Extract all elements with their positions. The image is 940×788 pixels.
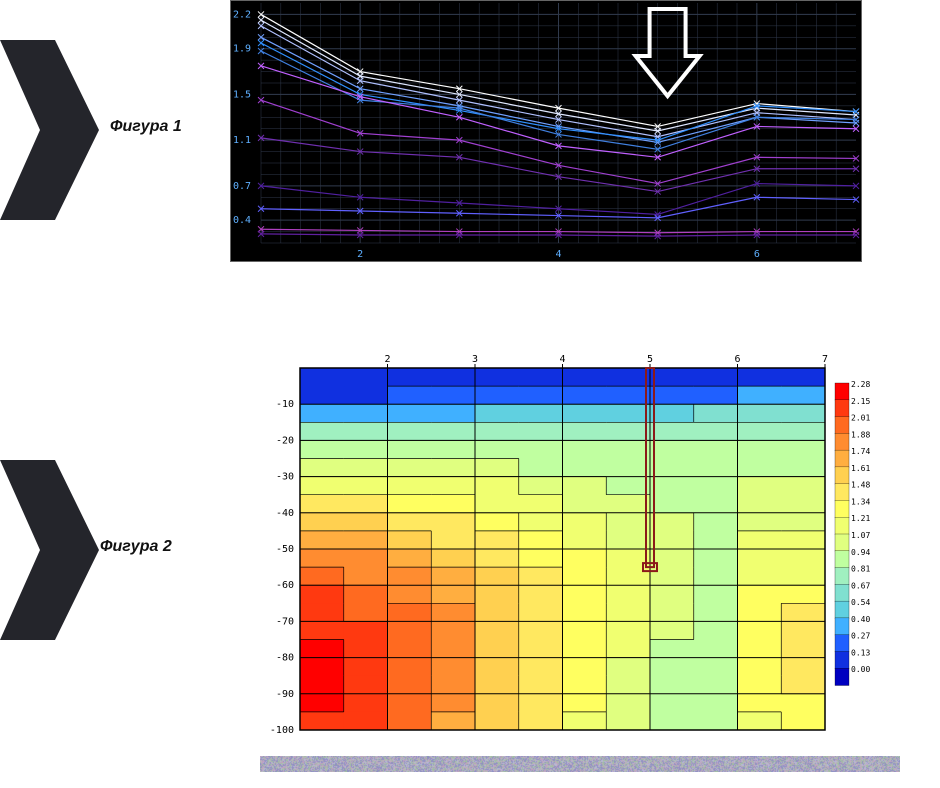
marker-1 [0,40,100,220]
svg-text:-90: -90 [276,689,294,700]
svg-text:7: 7 [822,354,828,365]
svg-text:-60: -60 [276,580,294,591]
svg-text:0.13: 0.13 [851,648,870,657]
svg-text:1.61: 1.61 [851,464,870,473]
svg-text:0.7: 0.7 [233,181,251,192]
svg-text:-70: -70 [276,616,294,627]
svg-text:1.5: 1.5 [233,89,251,100]
svg-text:3: 3 [472,354,478,365]
svg-text:-10: -10 [276,399,294,410]
svg-text:-40: -40 [276,508,294,519]
svg-text:0.4: 0.4 [233,215,251,226]
svg-text:1.1: 1.1 [233,135,251,146]
marker-2 [0,460,100,640]
svg-text:1.34: 1.34 [851,497,870,506]
figure-1-label: Фигура 1 [110,118,182,136]
svg-text:1.48: 1.48 [851,481,870,490]
page: Фигура 1 2460.40.71.11.51.92.2 Фигура 2 … [0,0,940,788]
svg-text:1.88: 1.88 [851,430,870,439]
svg-text:6: 6 [734,354,740,365]
noise-bar [260,756,900,772]
svg-text:4: 4 [555,249,561,260]
svg-text:0.94: 0.94 [851,548,870,557]
svg-text:-100: -100 [270,725,294,735]
svg-text:2: 2 [357,249,363,260]
svg-text:1.21: 1.21 [851,514,870,523]
svg-text:4: 4 [559,354,565,365]
svg-text:6: 6 [754,249,760,260]
svg-text:-30: -30 [276,472,294,483]
svg-text:1.9: 1.9 [233,44,251,55]
svg-text:0.27: 0.27 [851,632,870,641]
svg-text:2.2: 2.2 [233,9,251,20]
svg-text:-80: -80 [276,653,294,664]
svg-text:5: 5 [647,354,653,365]
figure-2-label: Фигура 2 [100,538,172,556]
svg-text:2.15: 2.15 [851,397,870,406]
svg-text:0.81: 0.81 [851,565,870,574]
svg-text:0.00: 0.00 [851,665,870,674]
svg-text:0.40: 0.40 [851,615,870,624]
figure-2-chart: -10 -20 -30 -40 -50 -60 -70 -80 -90 -100 2 3 4 5 6 7 2.2… [260,350,880,735]
svg-text:1.74: 1.74 [851,447,870,456]
svg-text:0.54: 0.54 [851,598,870,607]
svg-text:2: 2 [384,354,390,365]
svg-text:0.67: 0.67 [851,581,870,590]
marker-2-shape [0,460,100,640]
svg-text:2.28: 2.28 [851,380,870,389]
svg-text:-50: -50 [276,544,294,555]
svg-text:1.07: 1.07 [851,531,870,540]
marker-1-shape [0,40,100,220]
svg-text:-20: -20 [276,435,294,446]
figure-1-chart: 2 4 6 0.4 0.7 1.1 1.5 1.9 2.2 [230,0,862,262]
svg-text:2.01: 2.01 [851,414,870,423]
